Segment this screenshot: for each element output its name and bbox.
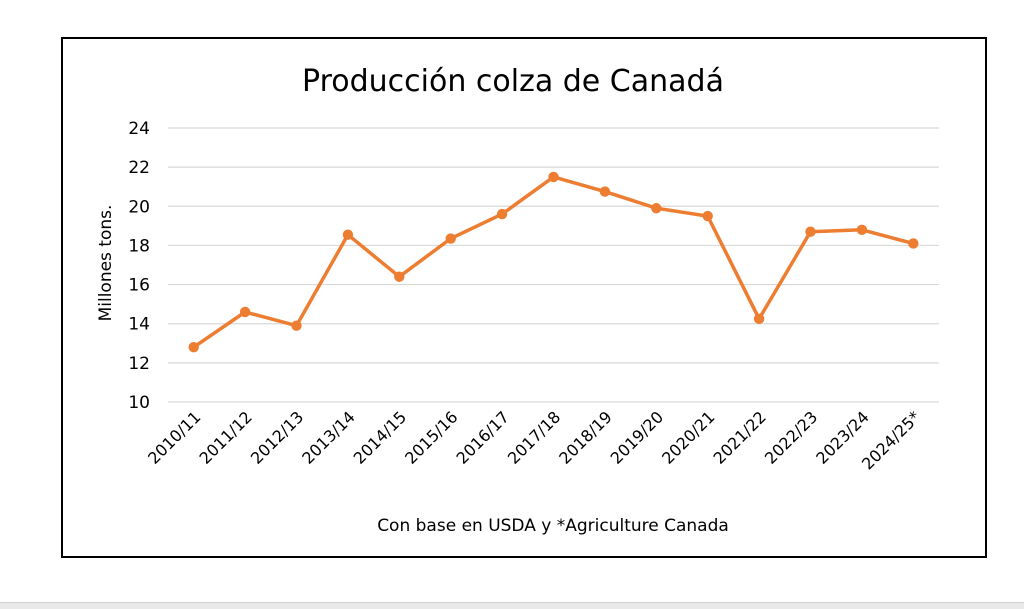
x-tick-label: 2012/13 xyxy=(247,407,307,467)
data-point-2018/19 xyxy=(599,186,611,197)
x-tick-label: 2021/22 xyxy=(709,407,769,467)
x-tick-label: 2016/17 xyxy=(452,407,512,467)
data-point-2013/14 xyxy=(342,229,354,240)
data-point-2017/18 xyxy=(548,171,559,183)
data-point-2022/23 xyxy=(805,226,816,237)
x-tick-label: 2022/23 xyxy=(761,407,821,467)
data-point-2021/22 xyxy=(753,313,765,325)
data-point-2024/25* xyxy=(908,238,919,249)
x-tick-label: 2010/11 xyxy=(144,407,204,467)
y-axis-ticks: 10 12 14 16 18 20 22 24 xyxy=(128,119,150,413)
bottom-scroll-edge xyxy=(0,602,1024,609)
y-tick-label: 10 xyxy=(128,393,150,413)
x-axis-ticks: 2010/112011/122012/132013/142014/152015/… xyxy=(144,407,924,473)
data-point-2014/15 xyxy=(394,271,405,282)
data-point-2020/21 xyxy=(702,210,713,222)
x-tick-label: 2013/14 xyxy=(298,407,358,467)
data-points xyxy=(188,171,919,353)
y-tick-label: 16 xyxy=(128,276,150,296)
y-tick-label: 22 xyxy=(128,158,150,178)
x-tick-label: 2019/20 xyxy=(607,407,667,467)
y-tick-label: 24 xyxy=(128,119,150,139)
y-tick-label: 20 xyxy=(128,197,150,217)
y-tick-label: 14 xyxy=(128,315,150,335)
data-point-2015/16 xyxy=(445,233,456,244)
x-tick-label: 2014/15 xyxy=(350,407,410,467)
x-tick-label: 2017/18 xyxy=(504,407,564,467)
series-line xyxy=(191,175,916,349)
data-point-2019/20 xyxy=(651,203,662,214)
data-point-2011/12 xyxy=(239,306,251,318)
data-point-2010/11 xyxy=(188,342,199,353)
y-axis-label: Millones tons. xyxy=(96,205,116,322)
x-tick-label: 2015/16 xyxy=(401,407,461,467)
chart-title: Producción colza de Canadá xyxy=(302,64,724,99)
x-axis-label: Con base en USDA y *Agriculture Canada xyxy=(377,516,729,536)
gridlines xyxy=(168,127,939,403)
x-tick-label: 2011/12 xyxy=(195,407,255,467)
y-tick-label: 12 xyxy=(128,354,150,374)
x-tick-label: 2018/19 xyxy=(555,407,615,467)
data-point-2016/17 xyxy=(496,208,508,220)
line-chart: Producción colza de Canadá 1012141618202… xyxy=(96,64,939,536)
data-point-2012/13 xyxy=(291,320,302,331)
x-tick-label: 2020/21 xyxy=(658,407,718,467)
y-tick-label: 18 xyxy=(128,236,150,256)
chart-frame: Producción colza de Canadá 10 12 14 16 18 20 2… xyxy=(61,37,987,558)
data-point-2023/24 xyxy=(856,224,868,235)
